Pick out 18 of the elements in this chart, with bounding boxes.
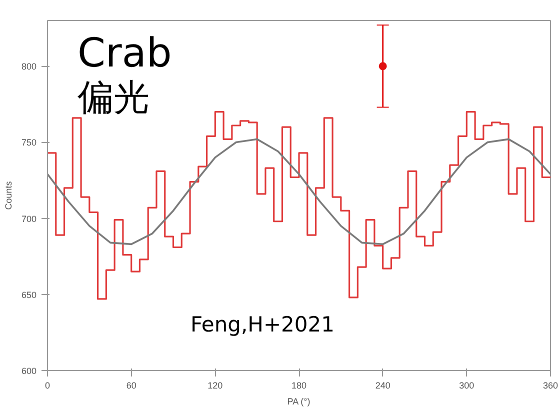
annotation: Feng,H+2021 (190, 312, 334, 336)
x-tick-label: 240 (375, 380, 390, 390)
x-tick-label: 300 (459, 380, 474, 390)
y-tick-label: 750 (21, 138, 37, 148)
y-axis-title: Counts (3, 180, 14, 210)
y-tick-label: 800 (21, 62, 37, 72)
y-tick-label: 700 (21, 214, 37, 224)
y-tick-label: 650 (21, 290, 37, 300)
line-series (48, 138, 550, 246)
y-tick-label: 600 (21, 366, 37, 376)
annotation: 偏光 (78, 78, 150, 118)
x-axis-title: PA (°) (287, 396, 310, 406)
x-tick-label: 180 (291, 380, 307, 390)
annotation: Crab (78, 30, 172, 76)
x-tick-label: 60 (126, 380, 136, 390)
x-tick-label: 120 (208, 380, 223, 390)
x-tick-label: 360 (542, 380, 558, 390)
x-tick-label: 0 (44, 380, 50, 390)
